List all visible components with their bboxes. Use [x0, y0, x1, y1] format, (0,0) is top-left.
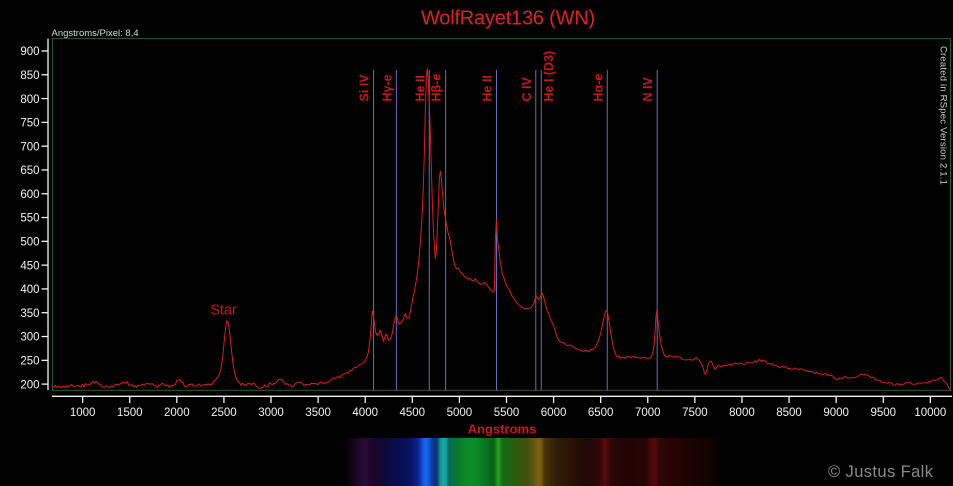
y-tick-label: 650: [20, 165, 39, 177]
x-tick-label: 8000: [729, 407, 755, 419]
y-tick-label: 750: [20, 118, 39, 130]
star-annotation: Star: [210, 302, 237, 318]
y-tick-label: 700: [20, 141, 39, 153]
x-tick-label: 8500: [776, 407, 802, 419]
y-tick-label: 250: [20, 356, 39, 368]
y-tick-label: 500: [20, 237, 39, 249]
marker-label: He II: [413, 75, 427, 101]
x-tick-label: 5500: [494, 407, 520, 419]
marker-label: Si IV: [358, 74, 372, 102]
spectral-line-markers: Si IV Hγ-e He II Hβ-e He II C IV He I (D3) Hα-e…: [358, 51, 658, 391]
chart-title: WolfRayet136 (WN): [421, 8, 595, 30]
x-tick-label: 2000: [164, 407, 190, 419]
x-tick-label: 6000: [541, 407, 567, 419]
y-tick-label: 900: [20, 46, 39, 58]
x-tick-label: 10000: [914, 407, 946, 419]
y-tick-label: 450: [20, 260, 39, 272]
x-tick-label: 4000: [352, 407, 378, 419]
marker-label: Hβ-e: [430, 74, 444, 102]
x-tick-label: 7000: [635, 407, 661, 419]
x-axis-ticks: 1000 1500 2000 2500 3000 3500 4000 4500 5000 5500…: [70, 397, 946, 419]
x-tick-label: 1000: [70, 407, 96, 419]
spectrum-curve: [52, 68, 951, 392]
marker-label: N IV: [641, 77, 655, 102]
y-tick-label: 600: [20, 189, 39, 201]
x-axis-title: Angstroms: [468, 422, 537, 437]
y-axis-ticks: 200 250 300 350 400 450 500 550 600 650 700 750 800 8…: [20, 46, 48, 391]
plot-frame: [51, 38, 951, 391]
y-tick-label: 800: [20, 94, 39, 106]
x-tick-label: 9000: [823, 407, 849, 419]
marker-label: He II: [481, 75, 495, 101]
x-tick-label: 1500: [117, 407, 143, 419]
y-tick-label: 350: [20, 308, 39, 320]
marker-label: He I (D3): [542, 51, 556, 102]
marker-label: C IV: [520, 77, 534, 102]
x-tick-label: 2500: [211, 407, 237, 419]
y-tick-label: 850: [20, 70, 39, 82]
angstroms-per-pixel-label: Angstroms/Pixel: 8,4: [52, 28, 139, 39]
marker-label: Hα-e: [591, 74, 605, 102]
x-tick-label: 6500: [588, 407, 614, 419]
y-tick-label: 300: [20, 332, 39, 344]
copyright-label: © Justus Falk: [828, 463, 934, 481]
y-tick-label: 550: [20, 213, 39, 225]
y-tick-label: 400: [20, 284, 39, 296]
marker-label: Hγ-e: [380, 74, 394, 101]
x-tick-label: 3000: [258, 407, 284, 419]
x-tick-label: 9500: [870, 407, 896, 419]
created-in-rspec-label: Created in RSpec Version 2.1.1: [938, 46, 949, 185]
x-tick-label: 5000: [447, 407, 473, 419]
x-tick-label: 7500: [682, 407, 708, 419]
spectrum-strip-image: [343, 438, 723, 486]
y-tick-label: 200: [20, 379, 39, 391]
x-tick-label: 3500: [305, 407, 331, 419]
x-tick-label: 4500: [400, 407, 426, 419]
